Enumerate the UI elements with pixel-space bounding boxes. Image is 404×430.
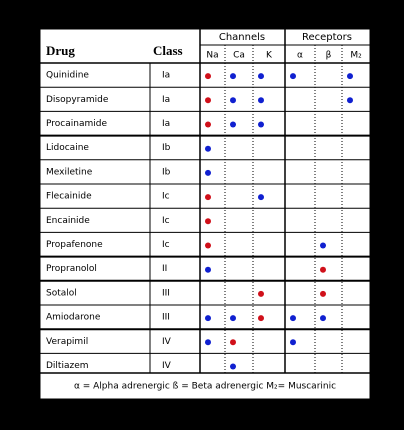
- effect-dot: [347, 73, 353, 80]
- drug-class: Ia: [162, 71, 170, 81]
- effect-dot: [205, 169, 211, 176]
- drug-name: Diltiazem: [46, 361, 89, 371]
- grid: [40, 29, 370, 374]
- column-header: Na: [206, 51, 218, 61]
- effect-dot: [205, 145, 211, 152]
- effect-dot: [205, 194, 211, 201]
- column-header: M₂: [350, 51, 362, 61]
- column-header: Ca: [233, 51, 245, 61]
- drug-header: Drug: [46, 43, 75, 58]
- effect-dot: [320, 242, 326, 249]
- footer: α = Alpha adrenergic ß = Beta adrenergic…: [74, 382, 336, 392]
- drug-class: II: [162, 264, 167, 274]
- effect-dot: [258, 315, 264, 322]
- drug-class: Ic: [162, 240, 170, 250]
- effect-dot: [205, 266, 211, 273]
- effect-dot: [205, 339, 211, 346]
- drug-name: Mexiletine: [46, 167, 93, 177]
- drug-class: Ib: [162, 167, 171, 177]
- effect-dot: [258, 121, 264, 128]
- drug-name: Verapimil: [46, 337, 88, 347]
- effect-dot: [320, 315, 326, 322]
- effect-dot: [230, 315, 236, 322]
- effect-dot: [258, 73, 264, 80]
- effect-dot: [258, 97, 264, 104]
- effect-dot: [205, 242, 211, 249]
- drug-class: IV: [162, 361, 172, 371]
- effect-dot: [230, 121, 236, 128]
- group-header: Receptors: [302, 32, 352, 43]
- drug-name: Propafenone: [46, 240, 103, 250]
- drug-name: Flecainide: [46, 192, 92, 202]
- effect-dot: [230, 73, 236, 80]
- effect-dot: [230, 97, 236, 104]
- class-header: Class: [153, 43, 183, 58]
- drug-class: Ic: [162, 216, 170, 226]
- column-header: α: [297, 51, 303, 61]
- effect-dot: [205, 121, 211, 128]
- group-header: Channels: [219, 32, 265, 43]
- effect-dot: [290, 73, 296, 80]
- effect-dot: [230, 363, 236, 370]
- effect-dot: [230, 339, 236, 346]
- effect-dot: [290, 315, 296, 322]
- effect-dot: [320, 290, 326, 297]
- drug-name: Disopyramide: [46, 95, 109, 105]
- drug-name: Sotalol: [46, 288, 77, 298]
- table-background: [39, 28, 371, 400]
- effect-dot: [290, 339, 296, 346]
- drug-class: III: [162, 288, 170, 298]
- effect-dot: [205, 73, 211, 80]
- drug-class: Ia: [162, 95, 170, 105]
- effect-dot: [320, 266, 326, 273]
- drug-class: Ia: [162, 119, 170, 129]
- effect-dot: [205, 97, 211, 104]
- drug-name: Propranolol: [46, 264, 97, 274]
- effect-dot: [205, 218, 211, 225]
- effect-dot: [258, 290, 264, 297]
- drug-name: Lidocaine: [46, 143, 89, 153]
- drug-class: III: [162, 313, 170, 323]
- drug-name: Quinidine: [46, 71, 89, 81]
- drug-class: Ib: [162, 143, 171, 153]
- drug-name: Procainamide: [46, 119, 107, 129]
- effect-dot: [347, 97, 353, 104]
- drug-name: Amiodarone: [46, 313, 101, 323]
- effect-dot: [258, 194, 264, 201]
- effect-dot: [205, 315, 211, 322]
- drug-class: IV: [162, 337, 172, 347]
- drug-class: Ic: [162, 192, 170, 202]
- drug-name: Encainide: [46, 216, 90, 226]
- column-header: β: [326, 51, 332, 61]
- column-header: K: [266, 51, 273, 61]
